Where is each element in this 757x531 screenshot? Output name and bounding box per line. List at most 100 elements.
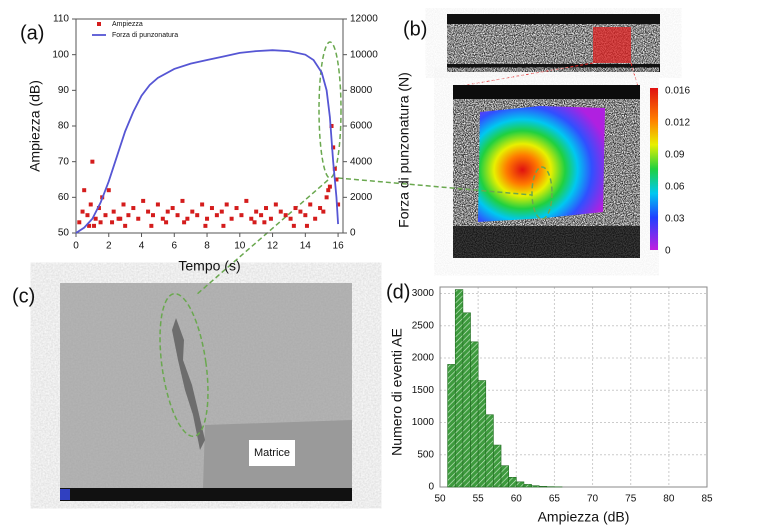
- x-tick-label: 2: [106, 241, 112, 252]
- amplitude-point: [298, 209, 303, 214]
- y-tick-label: 1000: [412, 417, 435, 428]
- y2-tick-label: 0: [350, 228, 356, 239]
- amplitude-point: [141, 198, 146, 203]
- x-tick-label: 65: [549, 494, 561, 505]
- amplitude-point: [326, 188, 331, 193]
- amplitude-point: [200, 202, 205, 207]
- colorbar-label: 0.06: [665, 182, 685, 193]
- x-tick-label: 14: [300, 241, 312, 252]
- y2-tick-label: 6000: [350, 121, 373, 132]
- colorbar-label: 0.09: [665, 150, 685, 161]
- amplitude-point: [329, 124, 334, 128]
- legend-swatch: [97, 22, 101, 26]
- histogram-bar: [531, 485, 540, 488]
- y2-tick-label: 2000: [350, 192, 373, 203]
- x-axis-label: Ampiezza (dB): [538, 509, 630, 525]
- amplitude-point: [170, 206, 175, 211]
- amplitude-point: [313, 216, 318, 221]
- y2-tick-label: 10000: [350, 49, 378, 60]
- y-axis-label: Ampiezza (dB): [27, 80, 43, 172]
- strip-edge: [447, 64, 660, 72]
- x-tick-label: 55: [473, 494, 485, 505]
- y-tick-label: 2500: [412, 320, 435, 331]
- histogram-bar: [462, 312, 471, 488]
- histogram-bar: [500, 465, 509, 488]
- amplitude-point: [304, 223, 309, 228]
- y-tick-label: 1500: [412, 385, 435, 396]
- amplitude-point: [164, 220, 169, 225]
- highlight-ellipse: [531, 166, 553, 220]
- amplitude-point: [98, 220, 103, 225]
- x-axis-label: Tempo (s): [178, 258, 240, 274]
- panel-label: (b): [403, 18, 427, 40]
- amplitude-point: [219, 209, 224, 214]
- strain-field: [478, 106, 605, 222]
- colorbar-label: 0: [665, 246, 671, 257]
- zoom-line: [630, 62, 639, 88]
- amplitude-point: [283, 213, 288, 218]
- sem-image: Matrice: [60, 283, 352, 501]
- connectors: [159, 41, 553, 438]
- grip: [453, 226, 640, 258]
- legend-label: Forza di punzonatura: [112, 32, 178, 39]
- amplitude-point: [327, 184, 332, 189]
- histogram-bar: [454, 289, 464, 488]
- amplitude-point: [273, 202, 278, 207]
- histogram-bar: [515, 481, 525, 488]
- amplitude-point: [321, 209, 326, 214]
- amplitude-point: [121, 202, 126, 207]
- colorbar-label: 0.016: [665, 86, 690, 97]
- panel-label: (d): [386, 281, 410, 303]
- x-tick-label: 80: [663, 494, 675, 505]
- amplitude-point: [291, 223, 296, 228]
- y-tick-label: 100: [52, 49, 69, 60]
- histogram-bar: [485, 414, 494, 488]
- force-line: [75, 49, 339, 234]
- amplitude-point: [214, 213, 219, 218]
- amplitude-point: [224, 202, 229, 207]
- amplitude-point: [239, 213, 244, 218]
- x-tick-label: 70: [587, 494, 599, 505]
- y-axis-label: Numero di eventi AE: [389, 328, 405, 456]
- y-tick-label: 2000: [412, 353, 435, 364]
- histogram-bar: [523, 484, 532, 488]
- amplitude-point: [126, 213, 131, 218]
- amplitude-point: [175, 213, 180, 218]
- crack: [172, 318, 205, 450]
- amplitude-point: [336, 202, 341, 207]
- amplitude-point: [155, 202, 160, 207]
- amplitude-point: [146, 209, 151, 214]
- y-tick-label: 90: [58, 85, 70, 96]
- amplitude-point: [103, 213, 108, 218]
- amplitude-point: [288, 216, 293, 221]
- panel-label: (c): [12, 285, 35, 307]
- amplitude-point: [293, 206, 298, 211]
- amplitude-point: [268, 216, 273, 221]
- amplitude-point: [111, 209, 116, 214]
- amplitude-point: [229, 216, 234, 221]
- amplitude-point: [331, 145, 336, 150]
- amplitude-point: [131, 206, 136, 211]
- histogram-bar: [447, 364, 456, 488]
- amplitude-point: [82, 188, 87, 193]
- y-tick-label: 0: [428, 482, 434, 493]
- colorbar-label: 0.012: [665, 118, 690, 129]
- y-tick-label: 80: [58, 121, 70, 132]
- y-tick-label: 60: [58, 192, 70, 203]
- x-tick-label: 75: [625, 494, 637, 505]
- amplitude-point: [182, 220, 187, 225]
- y2-tick-label: 8000: [350, 85, 373, 96]
- amplitude-point: [150, 213, 155, 218]
- amplitude-point: [77, 220, 82, 225]
- amplitude-point: [85, 213, 90, 218]
- x-tick-label: 10: [234, 241, 246, 252]
- x-tick-label: 16: [333, 241, 345, 252]
- amplitude-point: [149, 223, 154, 228]
- annotation: Matrice: [254, 447, 290, 459]
- amplitude-point: [259, 213, 264, 218]
- panel-label: (a): [20, 22, 44, 44]
- dic-images: [447, 14, 660, 258]
- strip-edge: [447, 14, 660, 24]
- amplitude-point: [80, 209, 85, 214]
- plot-frame: [439, 286, 708, 488]
